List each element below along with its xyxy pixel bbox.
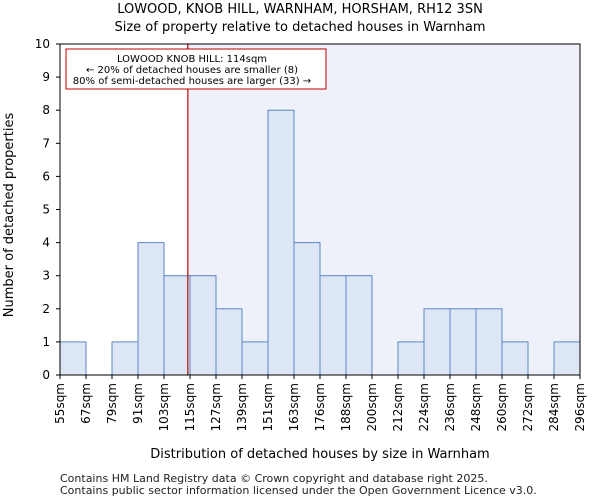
bar-260sqm [501, 341, 529, 376]
x-tick-label: 272sqm [521, 383, 535, 431]
x-tick-label: 79sqm [105, 383, 119, 424]
x-tick-label: 188sqm [339, 383, 353, 431]
annotation-line-3: 80% of semi-detached houses are larger (… [73, 76, 311, 87]
x-tick-label: 176sqm [313, 383, 327, 431]
y-tick-label: 8 [42, 103, 50, 117]
x-tick-label: 127sqm [209, 383, 223, 431]
y-tick-label: 1 [42, 335, 50, 349]
bar-163sqm [293, 242, 321, 376]
y-tick-label: 5 [42, 203, 50, 217]
y-tick-label: 3 [42, 269, 50, 283]
x-tick-label: 284sqm [547, 383, 561, 431]
y-tick-label: 6 [42, 169, 50, 183]
footer-line-2: Contains public sector information licen… [60, 484, 537, 497]
bar-284sqm [553, 341, 581, 376]
y-tick-label: 4 [42, 236, 50, 250]
x-tick-label: 260sqm [495, 383, 509, 431]
bar-115sqm [189, 275, 217, 376]
annotation-line-2: ← 20% of detached houses are smaller (8) [86, 65, 298, 76]
y-tick-label: 2 [42, 302, 50, 316]
bar-212sqm [397, 341, 425, 376]
bar-91sqm [137, 242, 165, 376]
marker-annotation: LOWOOD KNOB HILL: 114sqm ← 20% of detach… [65, 48, 327, 90]
bar-151sqm [267, 109, 295, 376]
x-tick-label: 296sqm [573, 383, 587, 431]
x-tick-label: 151sqm [261, 383, 275, 431]
bar-139sqm [241, 341, 269, 376]
x-tick-label: 55sqm [53, 383, 67, 424]
y-tick-label: 0 [42, 368, 50, 382]
bar-79sqm [111, 341, 139, 376]
chart-subtitle: Size of property relative to detached ho… [114, 20, 486, 35]
x-tick-label: 212sqm [391, 383, 405, 431]
annotation-line-1: LOWOOD KNOB HILL: 114sqm [117, 54, 267, 65]
bar-188sqm [345, 275, 373, 376]
y-axis-label: Number of detached properties [2, 113, 17, 318]
x-tick-label: 224sqm [417, 383, 431, 431]
bar-103sqm [163, 275, 191, 376]
bar-176sqm [319, 275, 347, 376]
y-tick-label: 10 [35, 37, 50, 51]
x-tick-label: 236sqm [443, 383, 457, 431]
x-tick-label: 103sqm [157, 383, 171, 431]
footer-line-1: Contains HM Land Registry data © Crown c… [60, 472, 488, 485]
bar-127sqm [215, 308, 243, 376]
bar-236sqm [449, 308, 477, 376]
x-axis-label: Distribution of detached houses by size … [150, 447, 489, 462]
highlight-region [187, 44, 581, 375]
x-tick-label: 248sqm [469, 383, 483, 431]
y-tick-label: 7 [42, 136, 50, 150]
x-tick-label: 115sqm [183, 383, 197, 431]
bar-224sqm [423, 308, 451, 376]
x-tick-label: 163sqm [287, 383, 301, 431]
y-tick-label: 9 [42, 70, 50, 84]
bar-55sqm [59, 341, 87, 376]
x-tick-label: 139sqm [235, 383, 249, 431]
x-tick-label: 200sqm [365, 383, 379, 431]
x-tick-label: 67sqm [79, 383, 93, 424]
x-tick-label: 91sqm [131, 383, 145, 424]
chart-title: LOWOOD, KNOB HILL, WARNHAM, HORSHAM, RH1… [117, 2, 483, 17]
bar-248sqm [475, 308, 503, 376]
